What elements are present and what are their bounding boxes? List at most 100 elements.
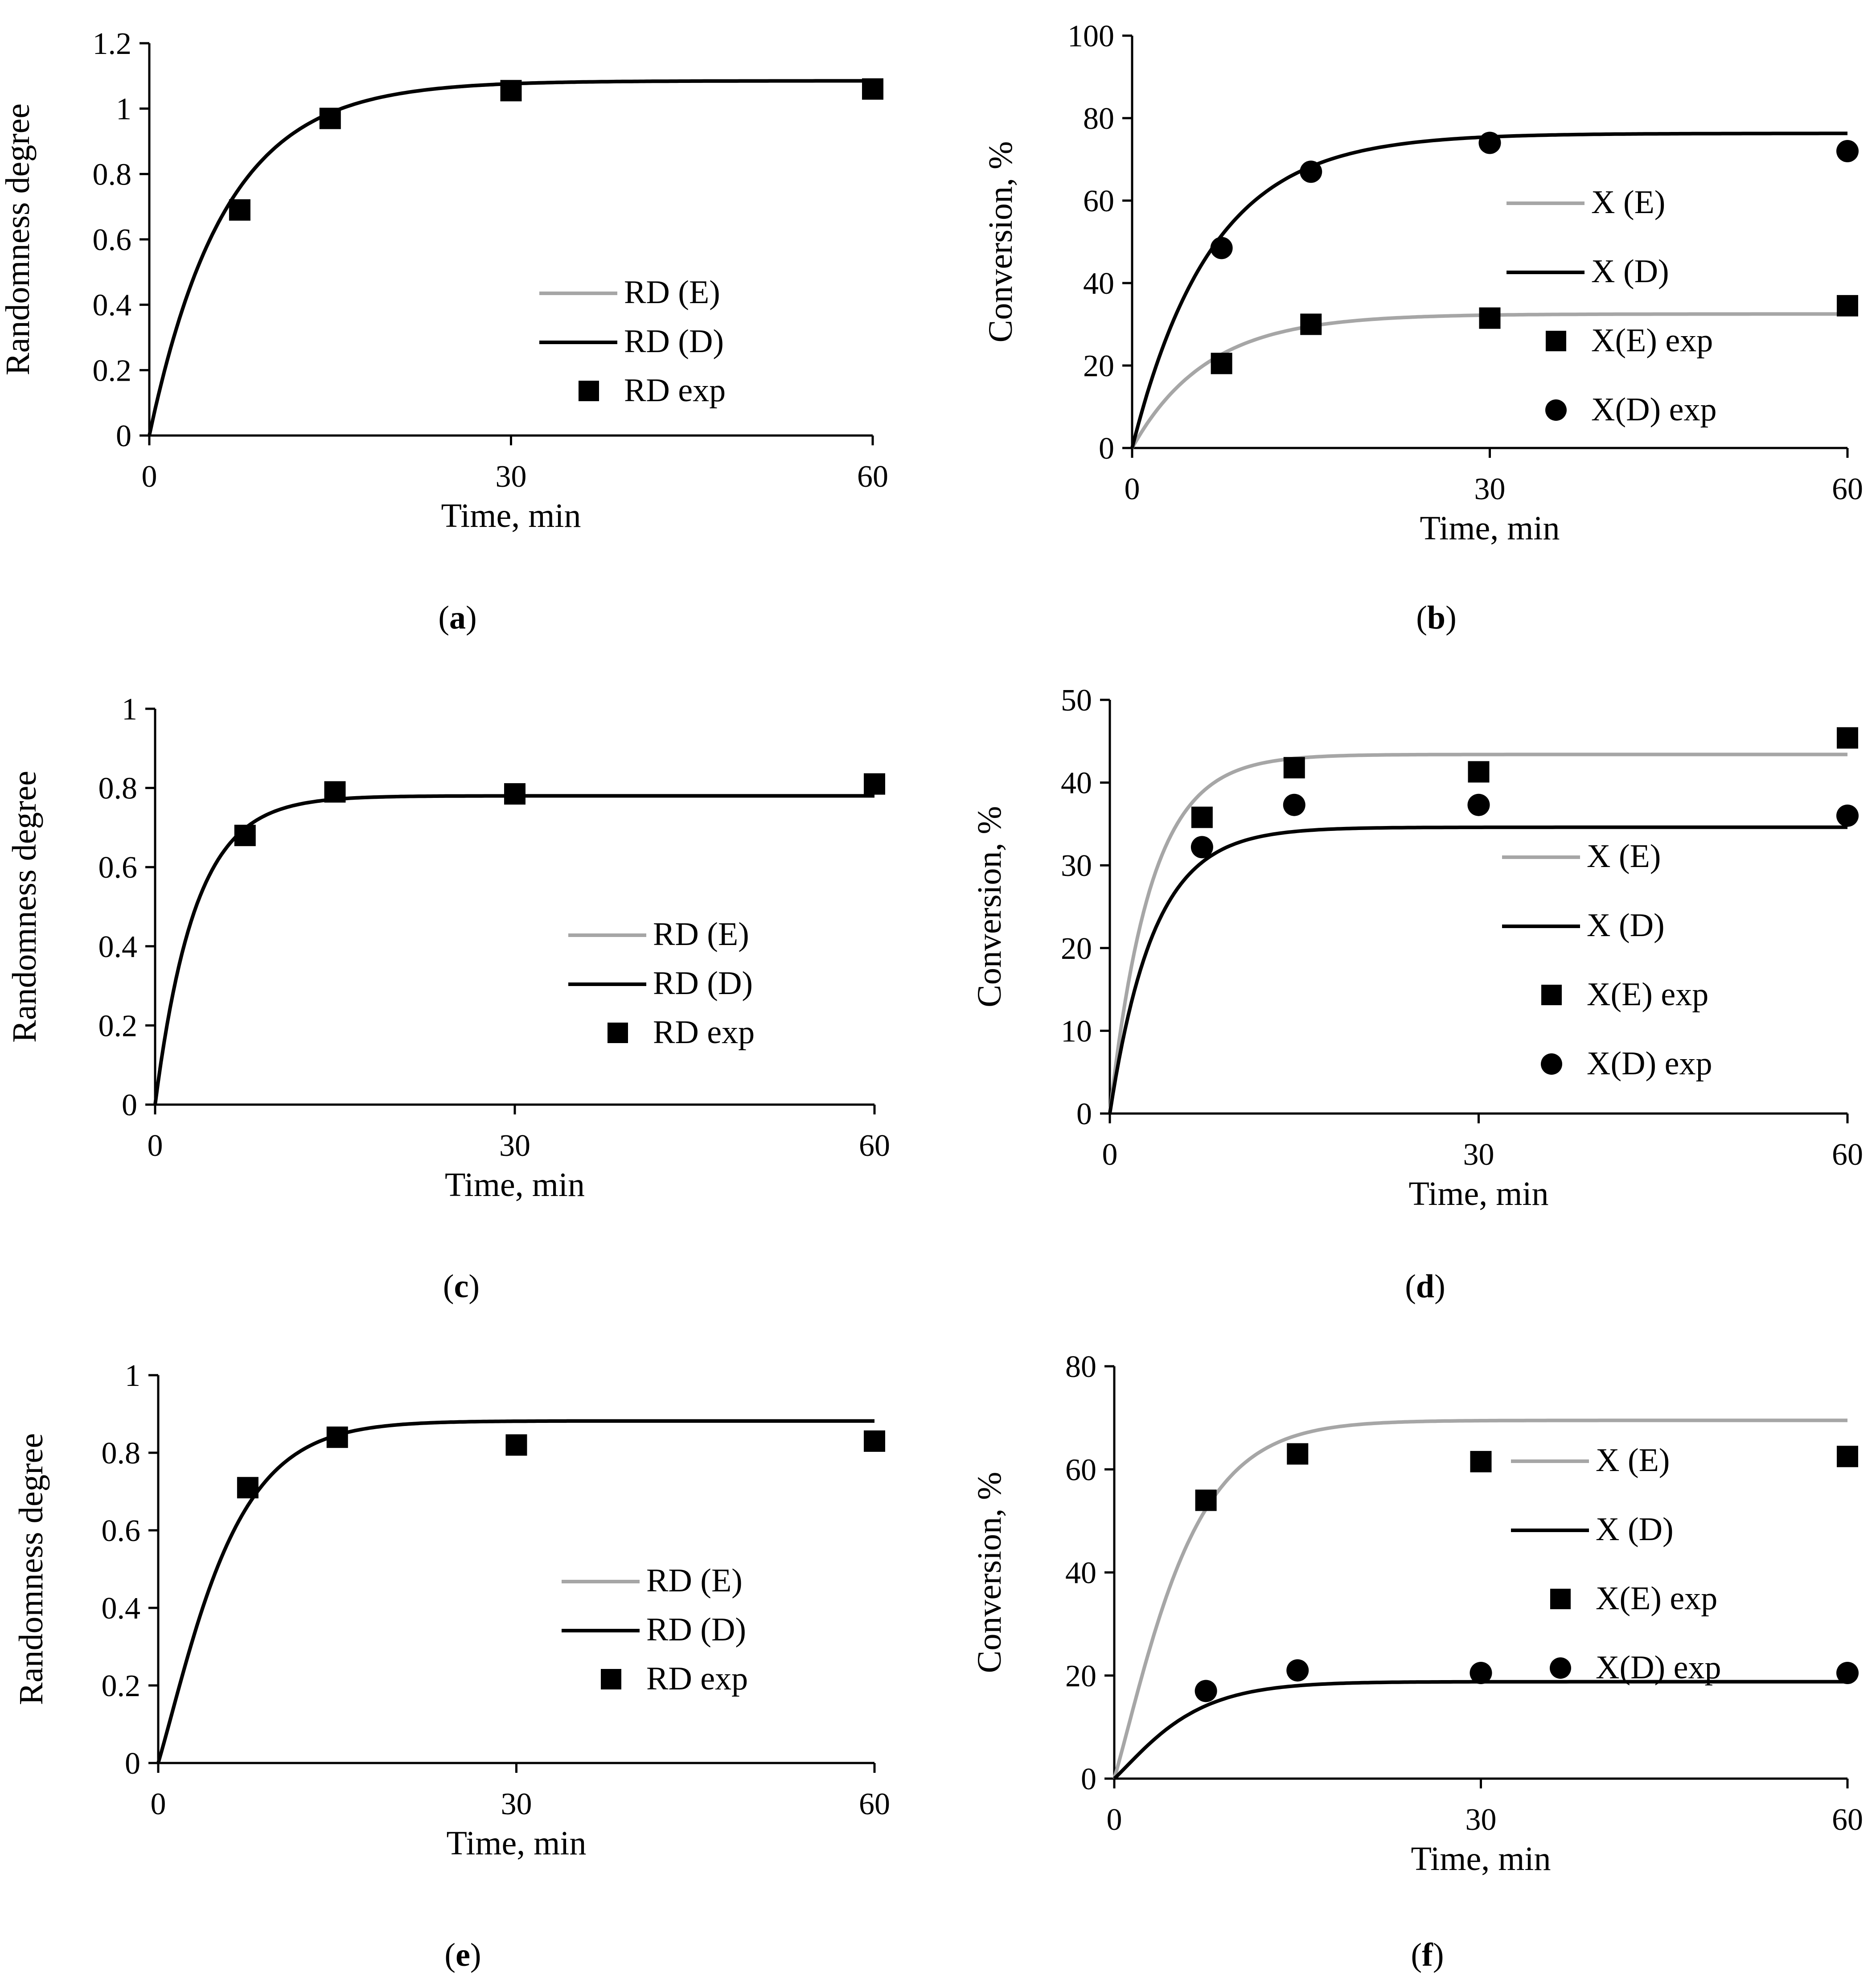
series-line-x-d	[1130, 132, 1847, 448]
y-tick-label: 20	[1065, 1659, 1096, 1693]
x-tick-label: 0	[1125, 472, 1140, 506]
y-tick-label: 80	[1065, 1350, 1096, 1384]
y-tick-label: 1	[116, 92, 131, 127]
legend-square-swatch	[608, 1023, 628, 1043]
y-axis-title: Conversion, %	[982, 141, 1019, 343]
panel-label: (d)	[1405, 1268, 1445, 1305]
y-tick-label: 0.8	[102, 1436, 141, 1471]
panel-label-open: (	[1405, 1268, 1416, 1305]
legend-label: X(E) exp	[1596, 1580, 1717, 1617]
panel-label-open: (	[443, 1268, 454, 1305]
legend-label: RD (E)	[624, 274, 720, 311]
x-axis-title: Time, min	[441, 497, 581, 534]
x-tick-label: 60	[859, 1787, 890, 1821]
legend-label: X(E) exp	[1591, 322, 1713, 359]
legend-circle-swatch	[1545, 399, 1567, 421]
data-point-square	[864, 1430, 885, 1452]
legend-label: X (D)	[1596, 1511, 1674, 1548]
data-point-circle	[1190, 836, 1213, 859]
chart-panel-f: 0 20 40 60 80 0 30 60 Time, min Conversion, % X (E…	[971, 1350, 1863, 1973]
y-axis-title: Randomness degree	[12, 1433, 50, 1705]
panel-label-letter: c	[454, 1268, 469, 1305]
legend: RD (E) RD (D) RD exp	[562, 1562, 748, 1697]
data-point-circle	[1300, 160, 1322, 183]
series-line-rd-d	[148, 79, 873, 436]
x-tick-label: 0	[1102, 1138, 1118, 1172]
data-point-square	[1191, 806, 1213, 828]
series-line-x-e	[1130, 312, 1847, 449]
panel-label-letter: f	[1422, 1937, 1433, 1973]
series-line-x-d	[1108, 825, 1847, 1114]
y-tick-label: 0.8	[93, 157, 132, 192]
series-line-x-e	[1112, 1418, 1847, 1780]
data-point-circle	[1283, 793, 1305, 816]
data-point-square	[1470, 1451, 1492, 1472]
data-point-circle	[1286, 1659, 1309, 1682]
legend: RD (E) RD (D) RD exp	[539, 274, 726, 409]
x-tick-label: 0	[151, 1787, 166, 1821]
chart-panel-a: 0 0.2 0.4 0.6 0.8 1 1.2 0 30 60 Time, min Randomnes…	[0, 27, 888, 636]
x-tick-label: 0	[142, 460, 157, 494]
y-tick-label: 0.8	[99, 772, 138, 806]
y-tick-label: 0.4	[102, 1591, 141, 1626]
data-point-square	[862, 78, 883, 100]
data-point-square	[864, 773, 885, 795]
legend-label: X (E)	[1591, 184, 1665, 221]
legend-square-swatch	[1550, 1589, 1571, 1609]
legend-circle-swatch	[1541, 1053, 1562, 1075]
x-axis-title: Time, min	[1409, 1175, 1549, 1212]
series-line-rd-e	[148, 79, 873, 436]
x-axis-title: Time, min	[1411, 1840, 1551, 1878]
data-point-circle	[1478, 132, 1501, 154]
legend-label: RD (D)	[646, 1611, 746, 1648]
y-tick-label: 0	[122, 1088, 137, 1122]
panel-label-letter: b	[1427, 600, 1445, 636]
panel-label: (f)	[1411, 1937, 1444, 1973]
legend-square-swatch	[579, 381, 599, 401]
y-tick-label: 0	[1081, 1762, 1096, 1796]
y-tick-label: 0.2	[102, 1669, 141, 1703]
series-line-rd-e	[153, 794, 874, 1105]
y-axis-title: Conversion, %	[971, 1472, 1008, 1673]
x-tick-label: 60	[1832, 1803, 1863, 1837]
y-axis-title: Conversion, %	[971, 806, 1008, 1007]
y-tick-label: 0.4	[93, 288, 132, 323]
legend: X (E) X (D) X(E) exp X(D) exp	[1507, 184, 1717, 428]
x-axis-title: Time, min	[447, 1825, 587, 1862]
x-tick-label: 60	[859, 1129, 890, 1163]
chart-panel-d: 0 10 20 30 40 50 0 30 60 Time, min Conversion, % X …	[971, 683, 1863, 1305]
data-point-square	[1479, 307, 1501, 329]
y-tick-label: 0	[116, 419, 131, 453]
chart-panel-e: 0 0.2 0.4 0.6 0.8 1 0 30 60 Time, min Randomness d…	[12, 1359, 890, 1973]
x-tick-label: 30	[501, 1787, 532, 1821]
y-tick-label: 0.4	[99, 930, 138, 964]
panel-label-close: )	[468, 1268, 480, 1305]
legend-label: X (E)	[1596, 1442, 1670, 1479]
y-tick-label: 0.6	[102, 1514, 141, 1548]
legend-label: X (D)	[1587, 907, 1665, 944]
y-tick-label: 1.2	[93, 27, 132, 61]
y-tick-label: 0.2	[93, 353, 132, 388]
y-tick-label: 40	[1083, 267, 1114, 301]
series-line-rd-d	[156, 1419, 874, 1764]
legend: X (E) X (D) X(E) exp X(D) exp	[1502, 838, 1712, 1082]
x-tick-label: 30	[1465, 1803, 1497, 1837]
chart-panel-b: 0 20 40 60 80 100 0 30 60 Time, min Conversion, % X…	[982, 19, 1863, 636]
panel-label: (a)	[438, 600, 476, 636]
y-tick-label: 20	[1083, 349, 1114, 383]
data-point-circle	[1195, 1680, 1217, 1702]
panel-label-close: )	[1433, 1937, 1444, 1973]
x-tick-label: 30	[1474, 472, 1506, 506]
x-axis-title: Time, min	[1420, 510, 1560, 547]
series-line-x-e	[1108, 752, 1847, 1114]
data-point-square	[505, 1434, 527, 1456]
panel-label-letter: d	[1416, 1268, 1434, 1305]
legend-label: X(D) exp	[1596, 1649, 1721, 1686]
panel-label-close: )	[466, 600, 477, 636]
panel-label-letter: a	[449, 600, 466, 636]
data-point-square	[1837, 295, 1858, 316]
data-point-circle	[1470, 1661, 1492, 1684]
legend-label: X (E)	[1587, 838, 1661, 875]
y-tick-label: 60	[1083, 184, 1114, 218]
